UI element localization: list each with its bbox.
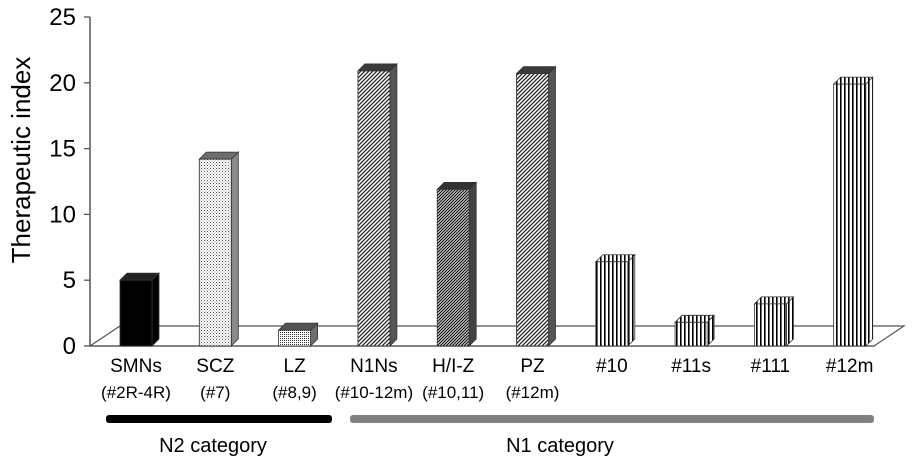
bar-side-face — [865, 76, 874, 347]
bar-top-face — [277, 322, 319, 331]
bar-top-face — [119, 272, 160, 281]
x-tick-label: PZ — [520, 356, 545, 377]
x-tick-sublabel: (#8,9) — [272, 383, 316, 402]
bar-6 — [594, 253, 636, 347]
bar-side-face — [151, 272, 160, 347]
bar-4 — [436, 181, 478, 347]
bar-2 — [277, 322, 319, 347]
y-axis-label: Therapeutic index — [6, 57, 36, 264]
bar-side-face — [627, 253, 636, 347]
bar-5 — [515, 65, 557, 347]
group-label: N2 category — [159, 435, 267, 457]
bar-side-face — [786, 295, 794, 347]
bar-top-face — [594, 254, 636, 263]
x-tick-label: #12m — [826, 356, 874, 377]
y-tick-label: 10 — [49, 201, 76, 228]
bar-1 — [198, 151, 240, 347]
bar-9 — [832, 76, 874, 347]
bar-front-face — [119, 279, 153, 347]
bar-3 — [356, 62, 398, 347]
bar-side-face — [389, 62, 398, 347]
group-label: N1 category — [506, 435, 614, 457]
bar-front-face — [833, 83, 867, 347]
group-bar-0 — [106, 415, 332, 423]
bar-top-face — [436, 181, 478, 190]
bar-side-face — [468, 181, 477, 347]
x-tick-label: #111 — [751, 356, 790, 377]
x-tick-sublabel: (#10-12m) — [335, 383, 413, 402]
group-bar-1 — [350, 415, 874, 423]
bar-0 — [119, 272, 160, 347]
bar-front-face — [754, 303, 787, 347]
y-tick-label: 20 — [49, 70, 76, 97]
bar-top-face — [832, 76, 874, 85]
x-tick-label: #10 — [596, 356, 628, 377]
y-tick-label: 15 — [49, 136, 76, 163]
x-tick-sublabel: (#7) — [200, 383, 230, 402]
x-tick-label: H/I-Z — [432, 356, 475, 377]
bar-top-face — [515, 66, 557, 74]
bar-front-face — [198, 158, 232, 347]
x-tick-label: #11s — [671, 356, 711, 377]
bar-top-face — [356, 63, 398, 72]
x-tick-sublabel: (#10,11) — [422, 383, 484, 402]
x-tick-label: SMNs — [110, 356, 162, 377]
y-tick-label: 0 — [63, 333, 76, 360]
bar-7 — [674, 314, 716, 347]
y-tick-label: 5 — [63, 267, 76, 294]
bar-top-face — [753, 296, 795, 305]
y-tick-label: 25 — [49, 4, 76, 31]
bar-side-face — [230, 151, 239, 347]
x-tick-sublabel: (#12m) — [506, 383, 560, 402]
bar-front-face — [278, 329, 312, 347]
bar-8 — [753, 295, 795, 347]
bars — [119, 62, 874, 347]
x-tick-sublabel: (#2R-4R) — [101, 383, 171, 402]
bar-front-face — [357, 70, 391, 347]
bar-front-face — [674, 321, 708, 347]
category-labels: SMNs (#2R-4R) SCZ (#7) LZ (#8,9) N1Ns (#10-12m)… — [101, 356, 873, 402]
bar-top-face — [198, 151, 240, 160]
bar-top-face — [674, 314, 716, 323]
x-tick-label: N1Ns — [350, 356, 398, 377]
bar-front-face — [595, 261, 629, 347]
bar-side-face — [548, 65, 556, 347]
x-tick-label: LZ — [284, 356, 307, 377]
bar-front-face — [516, 73, 549, 347]
x-tick-label: SCZ — [196, 356, 234, 377]
group-brackets: N2 category N1 category — [106, 415, 874, 457]
bar-front-face — [436, 188, 470, 347]
